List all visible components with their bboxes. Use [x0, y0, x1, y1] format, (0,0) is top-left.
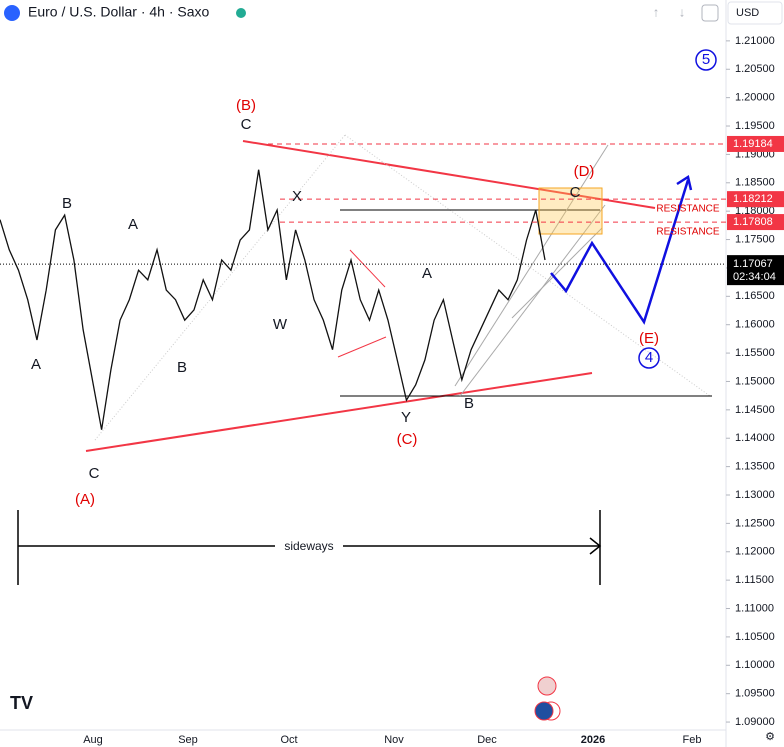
annotation: A [422, 265, 432, 282]
x-tick-label: Nov [384, 734, 404, 746]
chart-title: Euro / U.S. Dollar · 4h · Saxo [28, 4, 210, 20]
countdown: 02:34:04 [733, 271, 776, 283]
up-icon: ↑ [653, 4, 660, 19]
fullscreen-button[interactable] [701, 4, 719, 22]
currency-button[interactable] [727, 1, 783, 25]
y-tick-label: 1.19500 [735, 120, 775, 132]
y-tick-label: 1.12500 [735, 517, 775, 529]
annotation: W [273, 316, 288, 333]
y-tick-label: 1.09500 [735, 688, 775, 700]
annotation: X [292, 188, 302, 205]
annotation: (A) [75, 491, 95, 508]
x-tick-label: 2026 [581, 734, 605, 746]
logo[interactable]: TV [10, 693, 33, 713]
settings-icon[interactable]: ⚙ [765, 731, 775, 743]
wave-circle [695, 49, 717, 71]
y-tick-label: 1.13500 [735, 461, 775, 473]
x-tick-label: Feb [683, 734, 702, 746]
y-tick-label: 1.10500 [735, 631, 775, 643]
y-tick-label: 1.18500 [735, 177, 775, 189]
annotation: RESISTANCE [656, 227, 719, 238]
annotation: 5 [702, 51, 710, 68]
last-price-tag [727, 255, 784, 286]
level-label: 1.19184 [733, 138, 773, 150]
symbol-icon [4, 5, 20, 21]
level-tag [727, 214, 784, 231]
annotation: (B) [236, 97, 256, 114]
annotation: RESISTANCE [656, 204, 719, 215]
y-tick-label: 1.11500 [735, 574, 774, 586]
y-tick-label: 1.16500 [735, 290, 775, 302]
down-icon[interactable]: ↓ [679, 4, 686, 19]
drawings [17, 49, 717, 585]
annotation: (D) [574, 163, 595, 180]
y-tick-label: 1.09000 [735, 716, 775, 728]
level-tag [727, 135, 784, 152]
annotation: B [464, 395, 474, 412]
y-tick-label: 1.17500 [735, 233, 775, 245]
y-tick-label: 1.20500 [735, 63, 775, 75]
level-label: 1.18212 [733, 193, 773, 205]
annotation: C [241, 116, 252, 133]
y-tick-label: 1.20000 [735, 92, 775, 104]
annotation: C [89, 465, 100, 482]
annotation: A [128, 216, 138, 233]
annotation: (C) [397, 431, 418, 448]
y-tick-label: 1.15500 [735, 347, 775, 359]
channel-line [459, 204, 606, 397]
annotation: sideways [284, 539, 333, 553]
range-arrowhead [589, 537, 602, 555]
y-tick-label: 1.11000 [735, 602, 774, 614]
x-tick-label: Oct [280, 734, 297, 746]
projection-path [550, 179, 690, 325]
channel-line [511, 227, 603, 319]
y-tick-label: 1.13000 [735, 489, 775, 501]
annotation: B [177, 359, 187, 376]
wave-circle [638, 347, 660, 369]
annotation: B [62, 195, 72, 212]
currency-label: USD [736, 7, 759, 19]
x-tick-label: Aug [83, 734, 103, 746]
y-tick-label: 1.14000 [735, 432, 775, 444]
projection-arrowhead [676, 174, 693, 191]
level-tag [727, 191, 784, 208]
x-tick-label: Sep [178, 734, 198, 746]
y-tick-label: 1.14500 [735, 404, 775, 416]
red-segment [349, 249, 386, 288]
event-icon[interactable] [537, 676, 557, 696]
y-tick-label: 1.15000 [735, 375, 775, 387]
status-dot [236, 8, 246, 18]
y-tick-label: 1.10000 [735, 659, 775, 671]
annotation: 4 [645, 349, 653, 366]
level-label: 1.17808 [733, 216, 773, 228]
annotation: (E) [639, 330, 659, 347]
y-tick-label: 1.21000 [735, 35, 775, 47]
last-price-label: 1.17067 [733, 258, 773, 270]
lower-trendline [85, 372, 593, 452]
event-icon[interactable] [534, 701, 554, 721]
upper-trendline [242, 140, 656, 209]
target-box [538, 187, 603, 235]
annotation: C [570, 184, 581, 201]
y-tick-label: 1.12000 [735, 546, 775, 558]
red-segment [337, 336, 387, 358]
annotation: Y [401, 409, 411, 426]
annotation: A [31, 356, 41, 373]
price-line [0, 169, 546, 430]
y-tick-label: 1.16000 [735, 319, 775, 331]
x-tick-label: Dec [477, 734, 497, 746]
channel-line [454, 144, 609, 387]
